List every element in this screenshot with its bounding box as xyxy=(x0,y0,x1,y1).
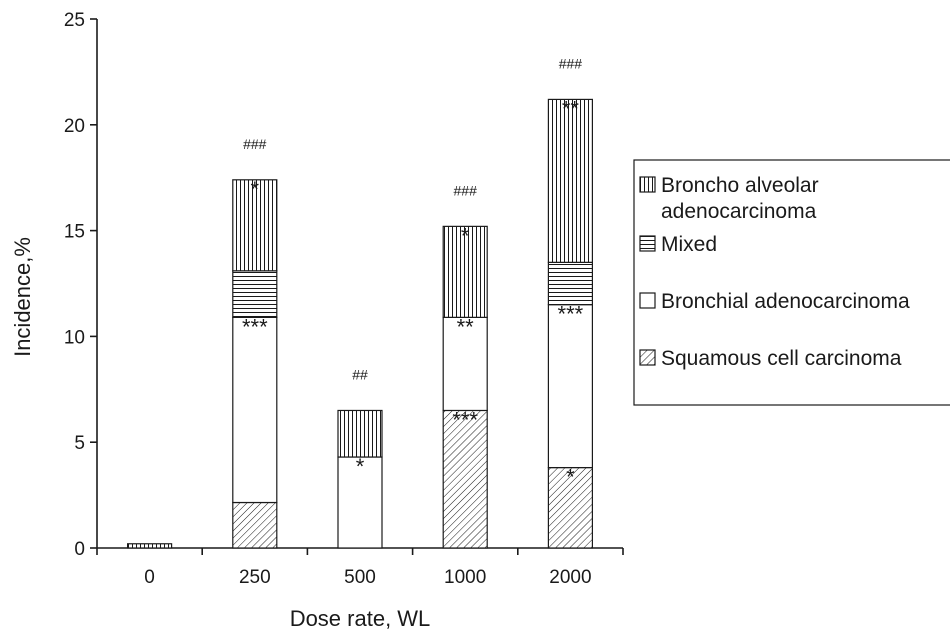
legend-label: Bronchial adenocarcinoma xyxy=(661,290,910,313)
top-significance-mark: ### xyxy=(559,55,583,71)
y-tick-label: 5 xyxy=(74,433,85,454)
significance-mark: *** xyxy=(558,302,584,327)
y-tick-label: 20 xyxy=(64,116,85,137)
y-axis-label: Incidence,% xyxy=(10,237,35,357)
y-tick-label: 25 xyxy=(64,10,85,31)
bar-segment xyxy=(126,543,173,549)
bar-segment xyxy=(547,261,594,306)
significance-mark: *** xyxy=(452,407,478,432)
bar-segment xyxy=(547,98,594,263)
top-significance-mark: ### xyxy=(243,136,267,152)
significance-mark: * xyxy=(356,454,365,479)
bars xyxy=(126,98,594,549)
y-tick-label: 15 xyxy=(64,222,85,243)
bar-segment xyxy=(547,466,594,549)
significance-mark: *** xyxy=(242,314,268,339)
x-tick-label: 250 xyxy=(239,567,271,588)
bar-segment xyxy=(232,270,278,318)
x-tick-label: 2000 xyxy=(549,567,591,588)
x-tick-label: 1000 xyxy=(444,567,486,588)
bar-segment xyxy=(547,304,594,469)
legend-label: adenocarcinoma xyxy=(661,200,817,223)
significance-mark: ** xyxy=(562,96,580,121)
x-tick-label: 500 xyxy=(344,567,376,588)
x-tick-label: 0 xyxy=(144,567,155,588)
bar-segment xyxy=(232,316,278,504)
y-tick-label: 0 xyxy=(74,539,85,560)
bar-segment xyxy=(232,179,278,272)
y-tick-label: 10 xyxy=(64,327,85,348)
significance-mark: * xyxy=(566,465,575,490)
legend-swatch xyxy=(639,349,656,366)
bar-segment xyxy=(232,501,278,549)
top-significance-mark: ### xyxy=(454,182,478,198)
significance-mark: * xyxy=(251,177,260,202)
legend-label: Broncho alveolar xyxy=(661,174,819,197)
significance-mark: * xyxy=(461,223,470,248)
bar-segment xyxy=(442,225,488,318)
annotations: *****************########### xyxy=(242,55,584,490)
significance-mark: ** xyxy=(457,314,475,339)
legend-swatch xyxy=(639,292,656,309)
bar-segment xyxy=(337,409,383,458)
legend-swatch xyxy=(639,176,656,193)
legend: Broncho alveolar adenocarcinoma Mixed Bronc… xyxy=(633,159,950,406)
x-axis-label: Dose rate, WL xyxy=(290,606,431,631)
top-significance-mark: ## xyxy=(352,366,368,382)
legend-box xyxy=(633,159,950,406)
legend-label: Mixed xyxy=(661,233,717,256)
legend-label: Squamous cell carcinoma xyxy=(661,347,902,370)
legend-swatch xyxy=(639,235,656,252)
